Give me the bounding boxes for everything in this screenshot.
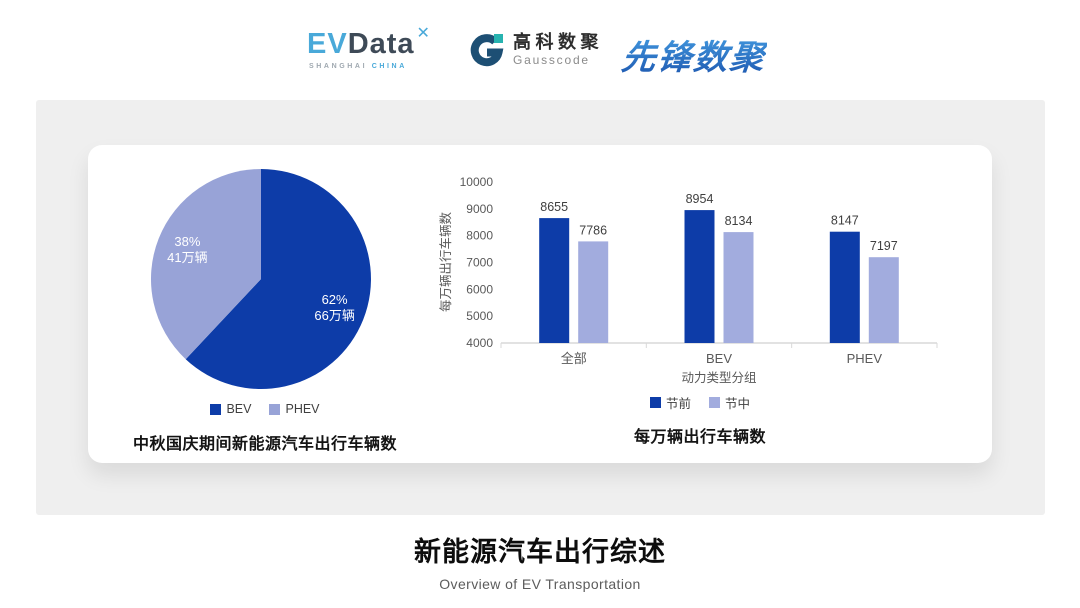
pie-chart: 62%66万辆 38%41万辆 (150, 169, 371, 389)
pie-slice-phev (150, 169, 261, 360)
evdata-data-text: Data (347, 28, 415, 60)
bar-value-label: 8954 (686, 192, 714, 206)
bar-chart-caption: 每万辆出行车辆数 (633, 429, 766, 446)
gausscode-logo: 高科数聚 Gausscode (470, 32, 603, 68)
evdata-x-icon: ✕ (416, 25, 431, 42)
y-tick-label: 9000 (466, 202, 493, 216)
y-tick-label: 8000 (466, 229, 493, 243)
legend-label: 节中 (725, 396, 751, 411)
bar-value-label: 8134 (725, 214, 753, 228)
y-tick-label: 6000 (466, 282, 493, 296)
pie-label-value-phev: 41万辆 (167, 250, 207, 265)
evdata-ev-text: EV (307, 28, 348, 60)
bar-全部-节前 (539, 218, 570, 343)
y-tick-label: 10000 (460, 175, 494, 189)
bar-BEV-节前 (684, 210, 715, 343)
header: EVData ✕ SHANGHAI CHINA 高科数聚 Gausscode 先锋… (0, 0, 1080, 95)
legend-item-节中: 节中 (709, 393, 750, 412)
legend-swatch-icon (709, 396, 720, 408)
pie-label-percent-bev: 62% (322, 292, 348, 307)
y-axis-title: 每万辆出行车辆数 (438, 212, 453, 313)
evdata-logo: EVData ✕ SHANGHAI CHINA (307, 26, 431, 71)
gausscode-name-en: Gausscode (513, 53, 590, 68)
gausscode-text: 高科数聚 Gausscode (513, 31, 603, 68)
bar-chart: 4000 5000 6000 7000 8000 9000 10000 每万辆出行车辆数 865… (438, 175, 938, 385)
page-subtitle: Overview of EV Transportation (439, 576, 641, 592)
legend-label: 节前 (665, 396, 691, 411)
evdata-china-text: CHINA (371, 63, 407, 70)
content-panel: 62% 66万辆 38% 41万辆 BEV PHEV 中秋国庆期间新能源汽车出行车辆数 … (36, 100, 1045, 515)
bar-BEV-节中 (723, 232, 754, 343)
category-label-PHEV: PHEV (847, 351, 883, 366)
bar-PHEV-节中 (868, 257, 899, 343)
pie-chart-caption: 中秋国庆期间新能源汽车出行车辆数 (132, 436, 397, 453)
legend-item-BEV: BEV (210, 402, 251, 416)
y-tick-label: 4000 (466, 336, 493, 350)
gausscode-name-cn: 高科数聚 (513, 31, 603, 52)
bar-legend: 节前 节中 (430, 393, 970, 411)
page-title: 新能源汽车出行综述 (414, 537, 666, 567)
bar-chart-area: 4000 5000 6000 7000 8000 9000 10000 每万辆出行车辆数 865… (430, 158, 970, 447)
evdata-subtitle: SHANGHAI CHINA (309, 63, 431, 70)
legend-swatch-icon (210, 403, 222, 415)
bar-全部-节中 (578, 241, 609, 343)
gausscode-g-icon (470, 34, 504, 67)
bar-value-label: 7197 (870, 239, 898, 253)
pie-slice-bev (185, 169, 371, 389)
legend-label: BEV (226, 402, 252, 416)
legend-label: PHEV (285, 402, 320, 416)
category-label-全部: 全部 (561, 351, 587, 366)
bar-value-label: 8655 (540, 200, 568, 214)
pie-label-value-bev: 66万辆 (314, 308, 354, 323)
y-tick-label: 7000 (466, 256, 493, 270)
x-axis-title: 动力类型分组 (681, 371, 756, 385)
bar-value-label: 7786 (579, 223, 607, 237)
pie-label-percent-phev: 38% (174, 234, 200, 249)
pioneer-logo: 先锋数聚 (619, 30, 768, 79)
y-tick-label: 5000 (466, 309, 493, 323)
legend-item-PHEV: PHEV (269, 402, 320, 416)
legend-swatch-icon (649, 396, 661, 408)
pie-legend: BEV PHEV (105, 400, 425, 418)
charts-card: 62% 66万辆 38% 41万辆 BEV PHEV 中秋国庆期间新能源汽车出行车辆数 … (88, 145, 992, 463)
category-label-BEV: BEV (706, 351, 732, 366)
evdata-wordmark: EVData ✕ (307, 26, 431, 60)
bar-PHEV-节前 (829, 231, 860, 343)
bar-value-label: 8147 (831, 214, 859, 228)
footer: 新能源汽车出行综述 Overview of EV Transportation (0, 530, 1080, 592)
legend-item-节前: 节前 (649, 393, 691, 412)
evdata-shanghai-text: SHANGHAI (309, 63, 368, 70)
pie-chart-area: 62% 66万辆 38% 41万辆 BEV PHEV 中秋国庆期间新能源汽车出行车辆数 (105, 155, 425, 454)
legend-swatch-icon (269, 403, 281, 415)
